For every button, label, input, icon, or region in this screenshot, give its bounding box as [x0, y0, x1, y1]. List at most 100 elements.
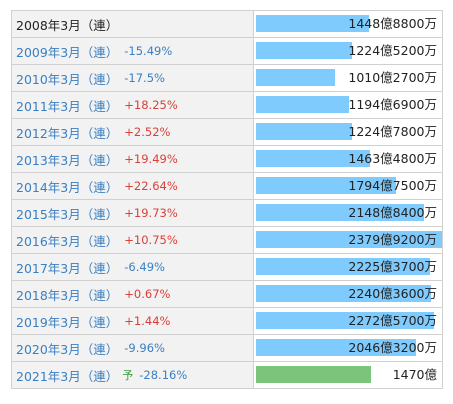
amount-cell: 1470億 — [254, 362, 443, 388]
amount-label: 2046億3200万 — [348, 340, 437, 355]
change-rate: +19.49% — [124, 152, 178, 166]
table-row: 2020年3月（連） -9.96% 2046億3200万 — [11, 335, 443, 362]
amount-bar — [256, 312, 434, 329]
change-rate: -9.96% — [124, 341, 165, 355]
change-rate: +2.52% — [124, 125, 171, 139]
period-link[interactable]: 2012年3月（連） — [16, 125, 119, 141]
amount-label: 1470億 — [392, 367, 437, 382]
amount-label: 1010億2700万 — [348, 70, 437, 85]
amount-label: 2225億3700万 — [348, 259, 437, 274]
table-row: 2017年3月（連） -6.49% 2225億3700万 — [11, 254, 443, 281]
table-row: 2016年3月（連） +10.75% 2379億9200万 — [11, 227, 443, 254]
amount-bar — [256, 285, 432, 302]
amount-bar — [256, 258, 430, 275]
amount-cell: 2046億3200万 — [254, 335, 443, 361]
table-row: 2021年3月（連）予 -28.16% 1470億 — [11, 362, 443, 389]
period-cell: 2011年3月（連） +18.25% — [11, 92, 254, 118]
change-rate: +10.75% — [124, 233, 178, 247]
period-cell: 2021年3月（連）予 -28.16% — [11, 362, 254, 388]
period-link[interactable]: 2017年3月（連） — [16, 260, 119, 276]
table-row: 2011年3月（連） +18.25% 1194億6900万 — [11, 92, 443, 119]
period-cell: 2017年3月（連） -6.49% — [11, 254, 254, 280]
table-row: 2012年3月（連） +2.52% 1224億7800万 — [11, 119, 443, 146]
amount-bar — [256, 231, 442, 248]
period-link[interactable]: 2019年3月（連） — [16, 314, 119, 330]
amount-bar — [256, 177, 397, 194]
amount-bar — [256, 204, 424, 221]
period-link[interactable]: 2011年3月（連） — [16, 98, 119, 114]
change-rate: +0.67% — [124, 287, 171, 301]
change-rate: +1.44% — [124, 314, 171, 328]
amount-label: 2272億5700万 — [348, 313, 437, 328]
amount-bar — [256, 366, 371, 383]
change-rate: -28.16% — [139, 368, 188, 382]
period-cell: 2012年3月（連） +2.52% — [11, 119, 254, 145]
change-rate: -6.49% — [124, 260, 165, 274]
amount-bar — [256, 69, 335, 86]
amount-cell: 1463億4800万 — [254, 146, 443, 172]
amount-cell: 2272億5700万 — [254, 308, 443, 334]
period-link[interactable]: 2016年3月（連） — [16, 233, 119, 249]
table-row: 2008年3月（連） 1448億8800万 — [11, 11, 443, 38]
period-link: 2008年3月（連） — [16, 17, 119, 33]
amount-label: 1794億7500万 — [348, 178, 437, 193]
period-cell: 2014年3月（連） +22.64% — [11, 173, 254, 199]
amount-bar — [256, 42, 352, 59]
table-row: 2019年3月（連） +1.44% 2272億5700万 — [11, 308, 443, 335]
table-row: 2009年3月（連） -15.49% 1224億5200万 — [11, 38, 443, 65]
amount-cell: 1224億5200万 — [254, 38, 443, 64]
period-cell: 2019年3月（連） +1.44% — [11, 308, 254, 334]
period-link[interactable]: 2021年3月（連） — [16, 368, 119, 384]
amount-label: 1463億4800万 — [348, 151, 437, 166]
table-row: 2013年3月（連） +19.49% 1463億4800万 — [11, 146, 443, 173]
amount-cell: 1194億6900万 — [254, 92, 443, 118]
amount-label: 1224億5200万 — [348, 43, 437, 58]
period-cell: 2010年3月（連） -17.5% — [11, 65, 254, 91]
earnings-table: 2008年3月（連） 1448億8800万 2009年3月（連） -15.49% 122… — [11, 10, 443, 389]
period-cell: 2016年3月（連） +10.75% — [11, 227, 254, 253]
period-link[interactable]: 2014年3月（連） — [16, 179, 119, 195]
table-row: 2014年3月（連） +22.64% 1794億7500万 — [11, 173, 443, 200]
amount-cell: 1010億2700万 — [254, 65, 443, 91]
amount-label: 1194億6900万 — [348, 97, 437, 112]
period-link[interactable]: 2009年3月（連） — [16, 44, 119, 60]
amount-cell: 2379億9200万 — [254, 227, 443, 253]
amount-cell: 2240億3600万 — [254, 281, 443, 307]
amount-label: 1224億7800万 — [348, 124, 437, 139]
period-cell: 2008年3月（連） — [11, 11, 254, 37]
change-rate: +18.25% — [124, 98, 178, 112]
period-cell: 2009年3月（連） -15.49% — [11, 38, 254, 64]
period-cell: 2013年3月（連） +19.49% — [11, 146, 254, 172]
change-rate: +19.73% — [124, 206, 178, 220]
change-rate: +22.64% — [124, 179, 178, 193]
period-cell: 2015年3月（連） +19.73% — [11, 200, 254, 226]
table-row: 2018年3月（連） +0.67% 2240億3600万 — [11, 281, 443, 308]
amount-bar — [256, 15, 370, 32]
table-row: 2015年3月（連） +19.73% 2148億8400万 — [11, 200, 443, 227]
amount-cell: 2225億3700万 — [254, 254, 443, 280]
period-link[interactable]: 2015年3月（連） — [16, 206, 119, 222]
change-rate: -15.49% — [124, 44, 173, 58]
amount-label: 1448億8800万 — [348, 16, 437, 31]
period-link[interactable]: 2010年3月（連） — [16, 71, 119, 87]
amount-label: 2148億8400万 — [348, 205, 437, 220]
period-link[interactable]: 2013年3月（連） — [16, 152, 119, 168]
amount-bar — [256, 339, 416, 356]
forecast-mark: 予 — [122, 369, 134, 382]
amount-label: 2240億3600万 — [348, 286, 437, 301]
period-cell: 2020年3月（連） -9.96% — [11, 335, 254, 361]
change-rate: -17.5% — [124, 71, 165, 85]
period-link[interactable]: 2018年3月（連） — [16, 287, 119, 303]
amount-bar — [256, 150, 371, 167]
amount-cell: 2148億8400万 — [254, 200, 443, 226]
period-link[interactable]: 2020年3月（連） — [16, 341, 119, 357]
table-row: 2010年3月（連） -17.5% 1010億2700万 — [11, 65, 443, 92]
amount-bar — [256, 96, 350, 113]
amount-cell: 1794億7500万 — [254, 173, 443, 199]
amount-label: 2379億9200万 — [348, 232, 437, 247]
amount-cell: 1224億7800万 — [254, 119, 443, 145]
amount-bar — [256, 123, 352, 140]
period-cell: 2018年3月（連） +0.67% — [11, 281, 254, 307]
amount-cell: 1448億8800万 — [254, 11, 443, 37]
